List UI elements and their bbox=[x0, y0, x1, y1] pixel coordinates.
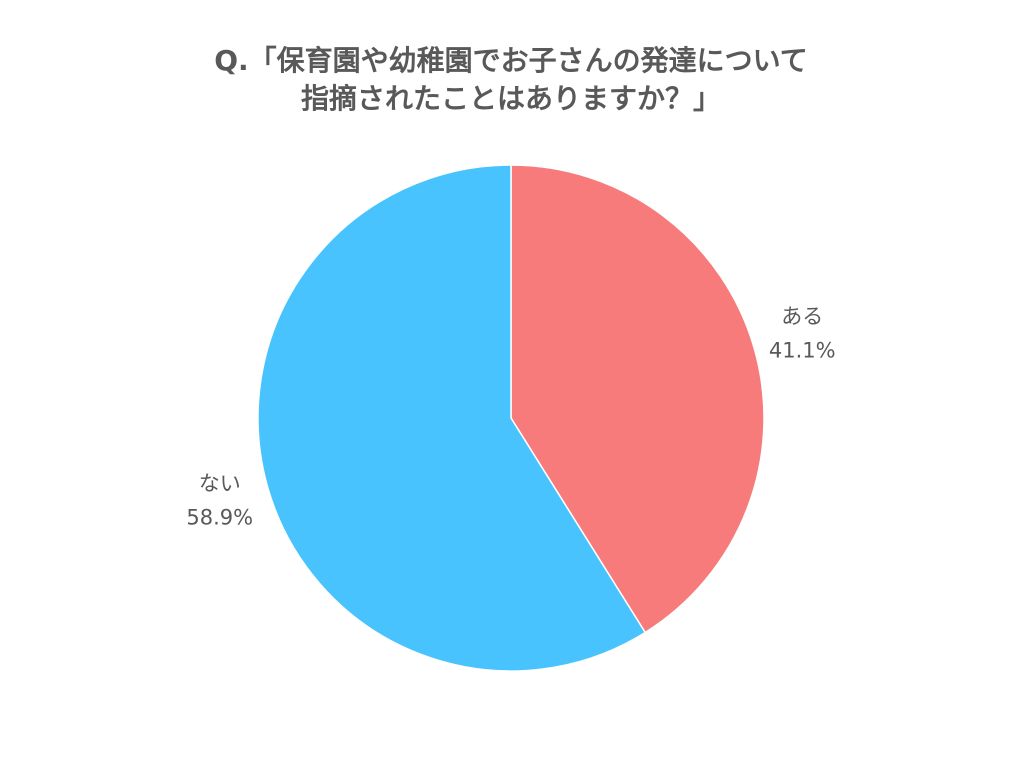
chart-title: 指摘されたことはありますか？」 bbox=[301, 82, 721, 115]
pie-slice bbox=[510, 164, 765, 634]
pie-slice bbox=[257, 164, 647, 672]
slice-category-label: ある bbox=[781, 304, 823, 328]
slice-category-label: ない bbox=[199, 472, 241, 496]
slice-value-label: 58.9% bbox=[186, 506, 253, 530]
chart-title: Q.「保育園や幼稚園でお子さんの発達について bbox=[214, 44, 808, 77]
slice-value-label: 41.1% bbox=[769, 338, 836, 362]
